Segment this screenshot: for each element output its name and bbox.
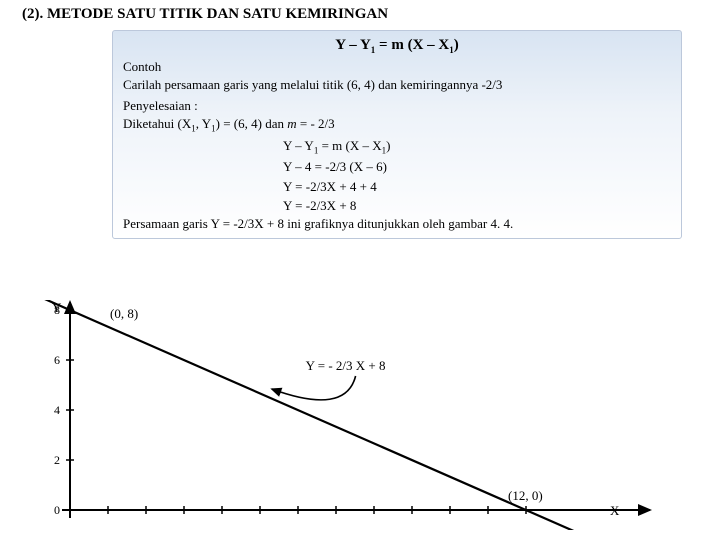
y-axis-label: Y [52, 300, 62, 315]
pointer-arrow [272, 376, 356, 400]
x-axis-label: X [610, 503, 620, 518]
problem-text: Carilah persamaan garis yang melalui tit… [123, 76, 671, 94]
line-graph: 02468(0, 8)(12, 0)YXY = - 2/3 X + 8 [40, 300, 680, 530]
conclusion-text: Persamaan garis Y = -2/3X + 8 ini grafik… [123, 215, 671, 233]
penyelesaian-label: Penyelesaian : [123, 97, 671, 115]
diketahui-text: Diketahui (X1, Y1) = (6, 4) dan m = - 2/… [123, 115, 671, 135]
content-box: Y – Y1 = m (X – X1) Contoh Carilah persa… [112, 30, 682, 239]
y-tick-label: 6 [54, 353, 60, 367]
y-tick-label: 2 [54, 453, 60, 467]
y-tick-label: 4 [54, 403, 60, 417]
x-intercept-label: (12, 0) [508, 488, 543, 503]
equation-label: Y = - 2/3 X + 8 [306, 358, 386, 373]
work-line-3: Y = -2/3X + 4 + 4 [283, 178, 671, 196]
work-line-2: Y – 4 = -2/3 (X – 6) [283, 158, 671, 176]
y-intercept-label: (0, 8) [110, 306, 138, 321]
section-title: (2). METODE SATU TITIK DAN SATU KEMIRING… [22, 6, 388, 23]
work-line-1: Y – Y1 = m (X – X1) [283, 137, 671, 157]
work-line-4: Y = -2/3X + 8 [283, 197, 671, 215]
main-formula: Y – Y1 = m (X – X1) [123, 35, 671, 56]
y-tick-label: 0 [54, 503, 60, 517]
contoh-label: Contoh [123, 58, 671, 76]
